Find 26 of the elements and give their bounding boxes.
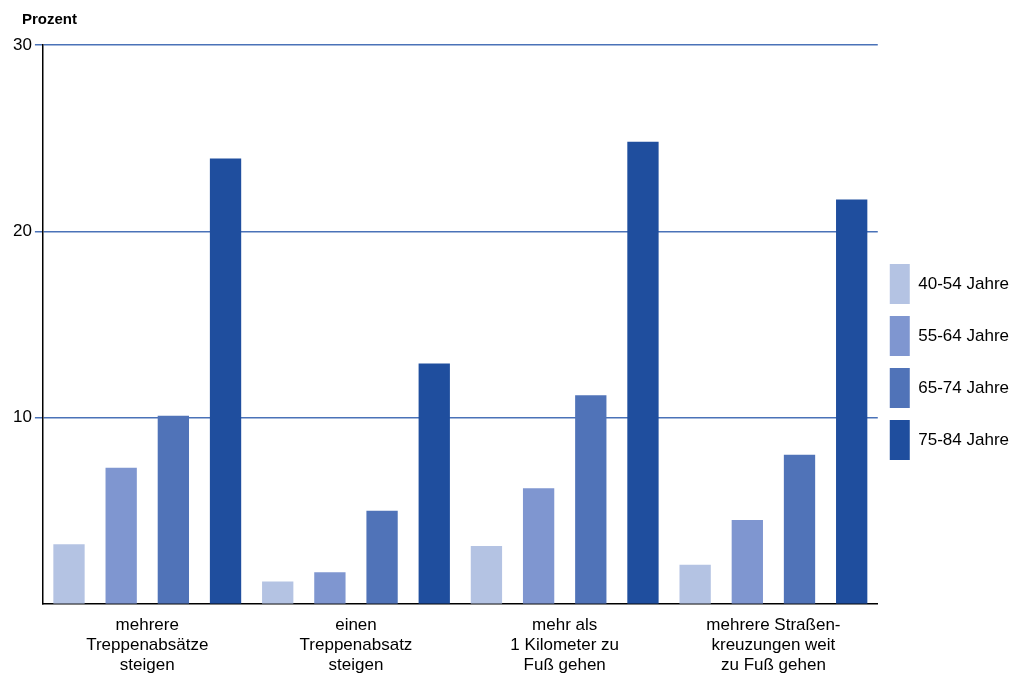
x-tick-label: mehrere Straßen- kreuzungen weit zu Fuß gehen — [706, 614, 841, 675]
bar — [262, 581, 294, 604]
bar — [105, 467, 137, 604]
legend-label: 40-54 Jahre — [918, 273, 1010, 293]
bar — [366, 510, 398, 604]
legend-label: 65-74 Jahre — [918, 377, 1010, 397]
bar — [418, 363, 450, 604]
bar — [627, 141, 659, 604]
bar — [783, 454, 816, 604]
y-tick-label: 20 — [12, 220, 32, 240]
bar — [731, 519, 763, 604]
y-tick-label: 10 — [12, 407, 32, 427]
legend-label: 75-84 Jahre — [918, 429, 1010, 449]
legend-label: 55-64 Jahre — [918, 325, 1010, 345]
bar — [522, 488, 555, 604]
y-tick-label: 30 — [12, 34, 32, 54]
bar — [314, 572, 346, 604]
x-tick-label: mehrere Treppenabsätze steigen — [86, 614, 209, 675]
bar — [836, 199, 868, 604]
bar — [679, 564, 711, 604]
y-axis-title: Prozent — [22, 9, 78, 27]
x-tick-label: einen Treppenabsatz steigen — [299, 614, 413, 675]
bar — [209, 158, 242, 604]
x-tick-label: mehr als 1 Kilometer zu Fuß gehen — [510, 614, 620, 675]
bar — [53, 544, 85, 604]
bar — [470, 546, 503, 604]
